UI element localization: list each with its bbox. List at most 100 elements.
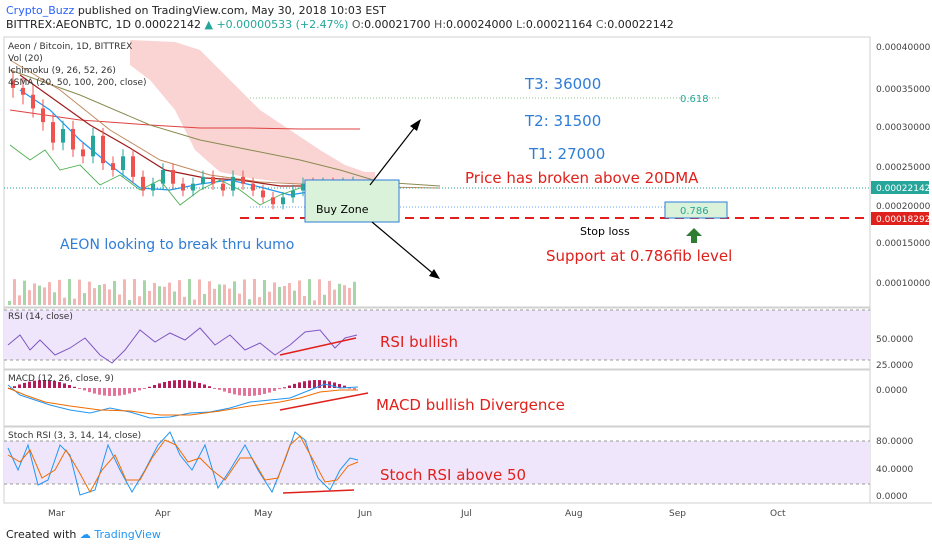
macd-bar bbox=[113, 388, 116, 396]
ichimoku-legend[interactable]: Ichimoku (9, 26, 52, 26) bbox=[8, 66, 116, 76]
rsi-legend[interactable]: RSI (14, close) bbox=[8, 312, 73, 322]
candle bbox=[251, 183, 255, 191]
macd-bar bbox=[333, 382, 336, 388]
candle bbox=[261, 190, 265, 198]
macd-bar bbox=[258, 388, 261, 396]
breakdown-arrowhead bbox=[429, 269, 440, 279]
macd-bar bbox=[273, 388, 276, 391]
volume-bar bbox=[88, 281, 91, 305]
volume-bar bbox=[238, 293, 241, 305]
rsi-band bbox=[4, 310, 870, 360]
macd-bar bbox=[13, 386, 16, 388]
macd-legend[interactable]: MACD (12, 26, close, 9) bbox=[8, 374, 114, 384]
stop-loss-label: Stop loss bbox=[580, 225, 630, 238]
price-tick: 0.00035000 bbox=[876, 85, 931, 95]
macd-bar bbox=[263, 388, 266, 394]
stop-price-label: 0.00018292 bbox=[876, 215, 930, 225]
volume-bars bbox=[8, 279, 356, 305]
kumo-cloud bbox=[130, 40, 375, 190]
volume-bar bbox=[178, 280, 181, 305]
volume-bar bbox=[223, 284, 226, 305]
candle bbox=[71, 128, 75, 150]
tradingview-logo-icon[interactable]: ☁ bbox=[79, 528, 91, 541]
publish-info: Crypto_Buzz published on TradingView.com… bbox=[6, 4, 386, 17]
rsi-trendline bbox=[279, 337, 357, 356]
macd-bar bbox=[198, 382, 201, 388]
month-tick: Aug bbox=[565, 509, 583, 519]
rsi-tick: 50.0000 bbox=[876, 335, 913, 345]
macd-bar bbox=[133, 388, 136, 393]
open-label: O: bbox=[351, 18, 365, 31]
low-value: 0.00021164 bbox=[525, 18, 593, 31]
rsi-note: RSI bullish bbox=[380, 333, 458, 351]
volume-bar bbox=[328, 280, 331, 305]
volume-bar bbox=[143, 280, 146, 305]
macd-bar bbox=[178, 380, 181, 388]
volume-bar bbox=[23, 280, 26, 305]
close-label: C: bbox=[595, 18, 608, 31]
macd-bar bbox=[203, 384, 206, 388]
buy-zone-label: Buy Zone bbox=[316, 203, 369, 216]
stoch-legend[interactable]: Stoch RSI (3, 3, 14, 14, close) bbox=[8, 431, 142, 441]
stoch-band bbox=[4, 441, 870, 484]
volume-bar bbox=[193, 299, 196, 305]
macd-bar bbox=[153, 384, 156, 388]
stoch-tick: 0.0000 bbox=[876, 492, 908, 502]
macd-bar bbox=[118, 388, 121, 396]
volume-bar bbox=[13, 279, 16, 305]
volume-bar bbox=[158, 286, 161, 305]
macd-bar bbox=[308, 380, 311, 388]
macd-bar bbox=[123, 388, 126, 395]
month-tick: Apr bbox=[155, 509, 171, 519]
price-tick: 0.00040000 bbox=[876, 43, 931, 53]
chikou-line bbox=[9, 144, 321, 206]
candle bbox=[101, 135, 105, 164]
chart-title: Aeon / Bitcoin, 1D, BITTREX bbox=[8, 42, 133, 52]
macd-bar bbox=[38, 380, 41, 388]
volume-bar bbox=[273, 282, 276, 305]
fib-786-box bbox=[664, 201, 728, 219]
volume-bar bbox=[18, 295, 21, 305]
macd-bar bbox=[193, 381, 196, 388]
author-link[interactable]: Crypto_Buzz bbox=[6, 4, 75, 17]
tradingview-brand[interactable]: TradingView bbox=[94, 528, 161, 541]
volume-bar bbox=[148, 290, 151, 305]
macd-tick: 0.0000 bbox=[876, 386, 908, 396]
volume-bar bbox=[33, 283, 36, 305]
macd-bar bbox=[188, 380, 191, 388]
macd-bar bbox=[148, 386, 151, 388]
candle bbox=[41, 108, 45, 123]
macd-bar bbox=[53, 380, 56, 388]
candle bbox=[131, 156, 135, 177]
stoch-k-line bbox=[7, 431, 359, 496]
macd-bar bbox=[233, 388, 236, 395]
macd-bar bbox=[18, 384, 21, 388]
macd-bar bbox=[173, 380, 176, 388]
volume-bar bbox=[303, 295, 306, 305]
broken-20dma-note: Price has broken above 20DMA bbox=[465, 169, 699, 187]
macd-bar bbox=[28, 381, 31, 388]
volume-bar bbox=[278, 286, 281, 305]
volume-legend[interactable]: Vol (20) bbox=[8, 54, 43, 64]
volume-bar bbox=[313, 300, 316, 305]
macd-bar bbox=[83, 388, 86, 391]
candle bbox=[231, 176, 235, 191]
candle bbox=[111, 163, 115, 170]
volume-bar bbox=[123, 279, 126, 305]
volume-bar bbox=[93, 288, 96, 305]
macd-bar bbox=[183, 380, 186, 388]
candle bbox=[301, 183, 305, 191]
macd-bar bbox=[33, 380, 36, 388]
volume-bar bbox=[153, 282, 156, 305]
price-tick: 0.00015000 bbox=[876, 239, 931, 249]
sma-legend[interactable]: 4SMA (20, 50, 100, 200, close) bbox=[8, 78, 147, 88]
target-t2: T2: 31500 bbox=[524, 112, 601, 130]
volume-bar bbox=[78, 279, 81, 305]
volume-bar bbox=[353, 281, 356, 305]
macd-bar bbox=[73, 386, 76, 388]
stoch-tick: 80.0000 bbox=[876, 437, 913, 447]
kumo-note: AEON looking to break thru kumo bbox=[60, 237, 294, 253]
macd-bar bbox=[168, 380, 171, 388]
stoch-tick: 40.0000 bbox=[876, 465, 913, 475]
